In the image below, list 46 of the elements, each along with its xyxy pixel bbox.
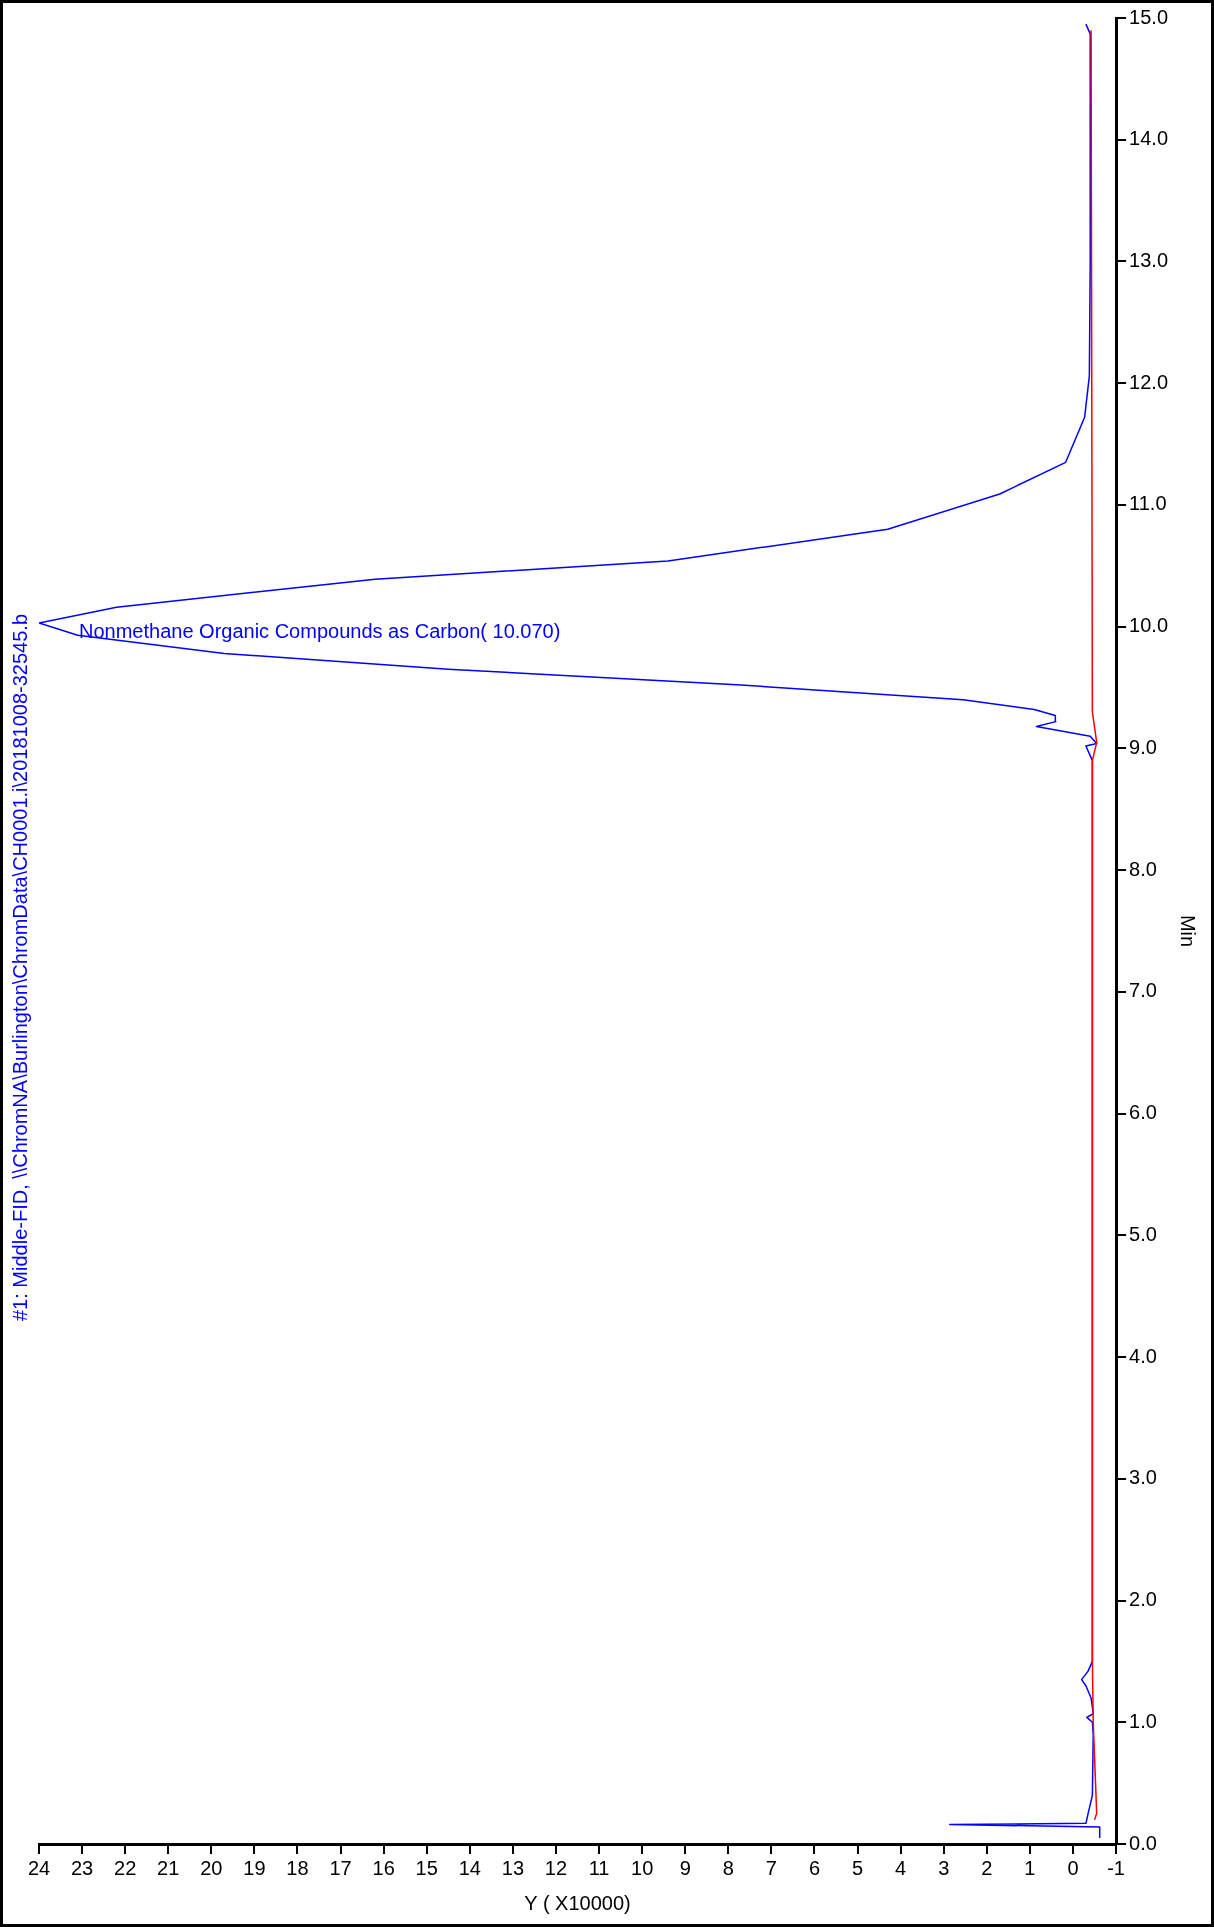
y-tick-label: 3.0	[1129, 1466, 1157, 1489]
x-tick-label: 3	[938, 1856, 950, 1879]
x-tick-label: 5	[852, 1856, 864, 1879]
x-tick-label: 7	[765, 1856, 777, 1879]
y-tick-label: 11.0	[1129, 492, 1167, 515]
x-tick-label: 17	[329, 1856, 352, 1879]
y-tick-label: 1.0	[1129, 1709, 1157, 1732]
x-tick-label: 16	[372, 1856, 395, 1879]
y-axis-title: Min	[1177, 914, 1200, 948]
x-tick-label: 9	[679, 1856, 691, 1879]
text: #1: Middle-FID, \\ChromNA\Burlington\ChromData\CH0001.i\20181008-32545.b	[8, 613, 31, 1322]
x-tick-label: 12	[544, 1856, 568, 1879]
y-tick-label: 2.0	[1129, 1588, 1157, 1611]
x-tick-label: 24	[27, 1856, 51, 1879]
x-tick-label: 4	[895, 1856, 907, 1879]
x-tick-label: 11	[588, 1856, 610, 1879]
y-tick-label: 12.0	[1129, 370, 1169, 393]
y-tick-label: 14.0	[1129, 127, 1169, 150]
y-tick-label: 13.0	[1129, 248, 1169, 271]
x-tick-label: 19	[243, 1856, 266, 1879]
annotation: Nonmethane Organic Compounds as Carbon( 10.070)	[79, 619, 561, 642]
x-tick-label: 1	[1024, 1856, 1036, 1879]
y-tick-label: 4.0	[1129, 1344, 1157, 1367]
x-tick-label: 20	[200, 1856, 223, 1879]
y-tick-label: 10.0	[1129, 614, 1169, 637]
x-tick-label: 18	[286, 1856, 309, 1879]
y-tick-label: 0.0	[1129, 1831, 1157, 1854]
y-tick-label: 15.0	[1129, 5, 1169, 28]
y-tick-label: 9.0	[1129, 735, 1157, 758]
x-axis-title: Y ( X10000)	[524, 1891, 631, 1914]
x-tick-label: 8	[722, 1856, 734, 1879]
x-tick-label: 21	[157, 1856, 180, 1879]
x-tick-label: 14	[458, 1856, 481, 1879]
x-tick-label: 0	[1067, 1856, 1079, 1879]
x-tick-label: 10	[631, 1856, 654, 1879]
x-tick-label: -1	[1107, 1856, 1125, 1879]
x-tick-label: 23	[70, 1856, 94, 1879]
x-tick-label: 15	[415, 1856, 438, 1879]
y-tick-label: 7.0	[1129, 979, 1157, 1002]
x-tick-label: 13	[501, 1856, 525, 1879]
y-tick-label: 6.0	[1129, 1101, 1157, 1124]
x-tick-label: 2	[981, 1856, 993, 1879]
x-tick-label: 6	[808, 1856, 821, 1879]
x-tick-label: 22	[114, 1856, 137, 1879]
y-tick-label: 8.0	[1129, 857, 1157, 880]
y-tick-label: 5.0	[1129, 1222, 1157, 1245]
